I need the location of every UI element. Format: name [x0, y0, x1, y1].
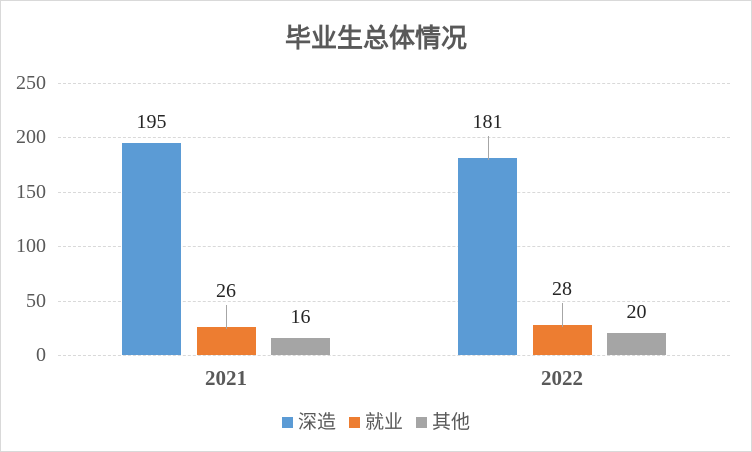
x-axis-line [58, 355, 730, 356]
legend-swatch [281, 417, 293, 428]
gridline [58, 300, 730, 302]
data-label-leader-line [226, 304, 227, 329]
bar-data-label: 20 [626, 301, 647, 324]
legend-swatch [416, 417, 427, 428]
bar-data-label: 28 [552, 277, 572, 300]
bar-data-label: 181 [472, 111, 503, 134]
bar-就业-2021 [196, 326, 256, 355]
bar-深造-2022 [458, 158, 517, 355]
plot-area: 195 26 16 181 28 20 [58, 83, 730, 356]
y-tick-label: 50 [26, 289, 46, 312]
y-tick-label: 150 [16, 180, 46, 203]
bar-其他-2022 [607, 333, 666, 355]
legend-label: 就业 [364, 412, 403, 433]
legend-label: 深造 [297, 412, 336, 433]
legend: 深造 就业 其他 [1, 412, 751, 433]
y-tick-label: 100 [16, 235, 46, 258]
data-label-leader-line [487, 136, 489, 161]
gridline [58, 137, 730, 139]
y-tick-label: 0 [36, 344, 46, 366]
legend-swatch [348, 417, 360, 428]
bar-data-label: 16 [290, 305, 311, 328]
gridline [58, 191, 730, 193]
y-tick-label: 200 [16, 126, 46, 149]
gridline [58, 246, 730, 248]
x-axis-label: 2022 [541, 366, 583, 390]
x-axis-label: 2021 [205, 366, 247, 390]
y-tick-label: 250 [16, 72, 46, 94]
legend-label: 其他 [432, 412, 471, 433]
bar-data-label: 195 [136, 110, 167, 133]
bar-深造-2021 [122, 142, 181, 355]
bar-就业-2022 [532, 324, 592, 355]
bar-data-label: 26 [216, 279, 236, 302]
chart-title: 毕业生总体情况 [284, 23, 467, 53]
gridline [58, 83, 730, 84]
data-label-leader-line [562, 302, 563, 327]
legend-item-就业: 就业 [348, 412, 403, 433]
bar-其他-2021 [271, 337, 330, 355]
legend-item-其他: 其他 [416, 412, 470, 433]
legend-item-深造: 深造 [281, 412, 336, 433]
